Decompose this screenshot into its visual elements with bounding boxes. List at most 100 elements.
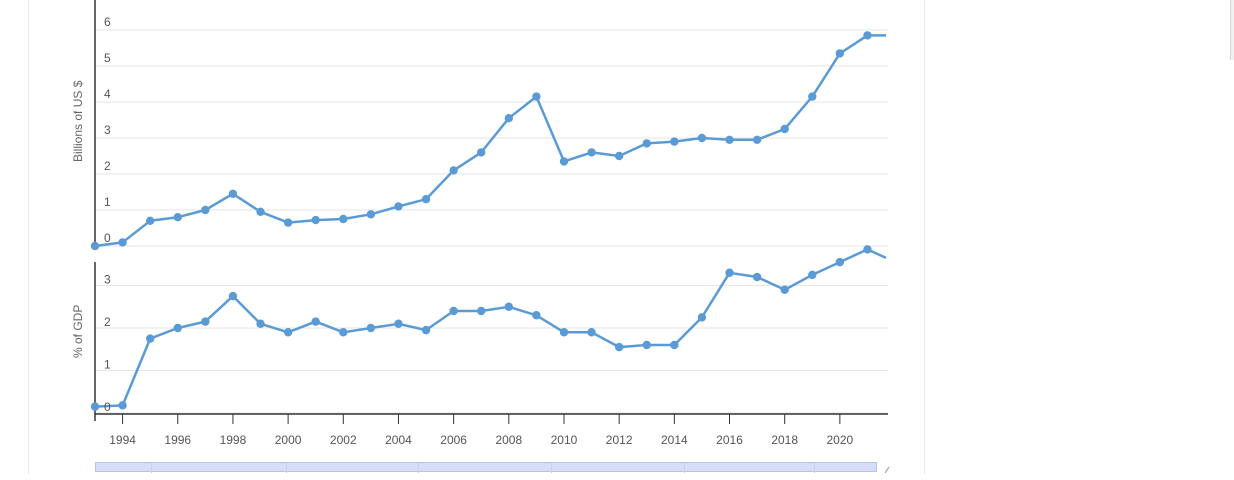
data-point-bottom (118, 401, 127, 410)
data-point-top (449, 166, 458, 175)
x-tick-label: 2016 (716, 433, 743, 447)
data-point-bottom (587, 328, 596, 337)
data-point-bottom (780, 285, 789, 294)
y-tick-label-top: 0 (104, 231, 111, 245)
data-point-bottom (449, 306, 458, 316)
data-point-bottom (504, 302, 514, 311)
data-point-top (808, 92, 817, 101)
y-tick-label-bottom: 2 (104, 315, 111, 329)
tick-labels: 0 1 2 3 4 5 6 0 1 2 3 1994 1996 1998 2000 2002 2004 2006 2… (104, 15, 854, 447)
data-point-top (587, 148, 596, 157)
y-axis-title-bottom: % of GDP (71, 305, 85, 358)
series-line-bottom (94, 248, 887, 408)
y-tick-label-top: 2 (104, 159, 111, 173)
data-point-top (725, 135, 734, 144)
gridlines (95, 29, 888, 414)
data-point-top (366, 210, 376, 219)
navigator-separator (151, 463, 152, 473)
data-point-bottom (394, 319, 403, 328)
chart-area: 0 1 2 3 4 5 6 0 1 2 3 1994 1996 1998 2000 2002 2004 2006 2… (71, 0, 888, 447)
data-point-top (642, 139, 651, 148)
data-point-bottom (201, 317, 210, 326)
data-point-bottom (311, 317, 320, 326)
data-point-bottom (752, 272, 762, 282)
data-point-bottom (339, 328, 348, 337)
navigator-separator (551, 463, 552, 473)
data-point-top (228, 189, 238, 198)
data-point-top (559, 157, 569, 166)
chart-card (28, 0, 925, 474)
data-point-bottom (477, 306, 486, 316)
x-tick-label: 2000 (275, 433, 302, 447)
data-point-bottom (835, 257, 845, 267)
data-point-top (863, 31, 872, 40)
data-point-top (504, 114, 514, 123)
data-point-top (421, 195, 431, 204)
data-point-top (283, 218, 293, 227)
data-point-bottom (559, 328, 569, 337)
data-point-top (339, 214, 348, 224)
data-point-top (173, 213, 182, 222)
data-point-top (697, 133, 707, 143)
data-point-bottom (725, 268, 734, 277)
scrollbar-edge[interactable] (1230, 0, 1234, 60)
navigator-separator (684, 463, 685, 473)
data-point-bottom (283, 328, 293, 337)
y-tick-label-bottom: 3 (104, 273, 111, 287)
x-tick-label: 2020 (827, 433, 854, 447)
y-tick-label-top: 3 (104, 123, 111, 137)
x-tick-label: 2006 (440, 433, 467, 447)
data-point-top (477, 148, 486, 157)
x-tick-label: 2014 (661, 433, 688, 447)
data-point-bottom (863, 245, 872, 254)
y-tick-label-top: 6 (104, 15, 111, 29)
navigator-separator (286, 463, 287, 473)
data-point-bottom (642, 340, 651, 350)
x-tick-label: 2002 (330, 433, 357, 447)
x-tick-label: 2010 (551, 433, 578, 447)
data-point-bottom (697, 313, 707, 322)
data-point-top (118, 238, 127, 247)
y-tick-label-bottom: 1 (104, 358, 111, 372)
x-tick-label: 1994 (109, 433, 136, 447)
x-tick-label: 2008 (495, 433, 522, 447)
data-point-bottom (228, 291, 238, 301)
data-point-bottom (421, 325, 431, 335)
x-tick-label: 1998 (220, 433, 247, 447)
y-tick-label-bottom: 0 (104, 400, 111, 414)
resize-handle-icon (884, 466, 890, 474)
data-point-bottom (670, 340, 679, 350)
y-tick-label-top: 5 (104, 51, 111, 65)
data-point-bottom (614, 342, 624, 352)
series-group (90, 31, 887, 411)
data-point-bottom (256, 319, 265, 328)
data-point-top (256, 207, 265, 216)
y-tick-label-top: 4 (104, 87, 111, 101)
x-tick-label: 2018 (771, 433, 798, 447)
y-tick-label-top: 1 (104, 195, 111, 209)
data-point-top (780, 124, 789, 134)
data-point-bottom (532, 311, 541, 320)
axes (94, 0, 888, 424)
data-point-top (752, 135, 762, 144)
x-tick-label: 1996 (164, 433, 191, 447)
data-point-top (532, 92, 541, 101)
data-point-bottom (808, 270, 817, 280)
data-point-top (670, 137, 679, 146)
data-point-bottom (90, 402, 100, 411)
data-point-top (835, 49, 845, 58)
data-point-bottom (173, 323, 182, 333)
data-point-top (394, 202, 403, 211)
y-axis-title-top: Billions of US $ (71, 80, 85, 162)
data-point-top (90, 241, 100, 251)
navigator-handle[interactable] (876, 462, 890, 474)
data-point-bottom (366, 323, 376, 333)
range-navigator[interactable] (95, 462, 890, 473)
navigator-separator (814, 463, 815, 473)
data-point-top (201, 205, 210, 215)
series-line-top (94, 34, 886, 248)
x-tick-label: 2012 (606, 433, 633, 447)
data-point-top (614, 151, 624, 161)
navigator-separator (418, 463, 419, 473)
x-tick-label: 2004 (385, 433, 412, 447)
